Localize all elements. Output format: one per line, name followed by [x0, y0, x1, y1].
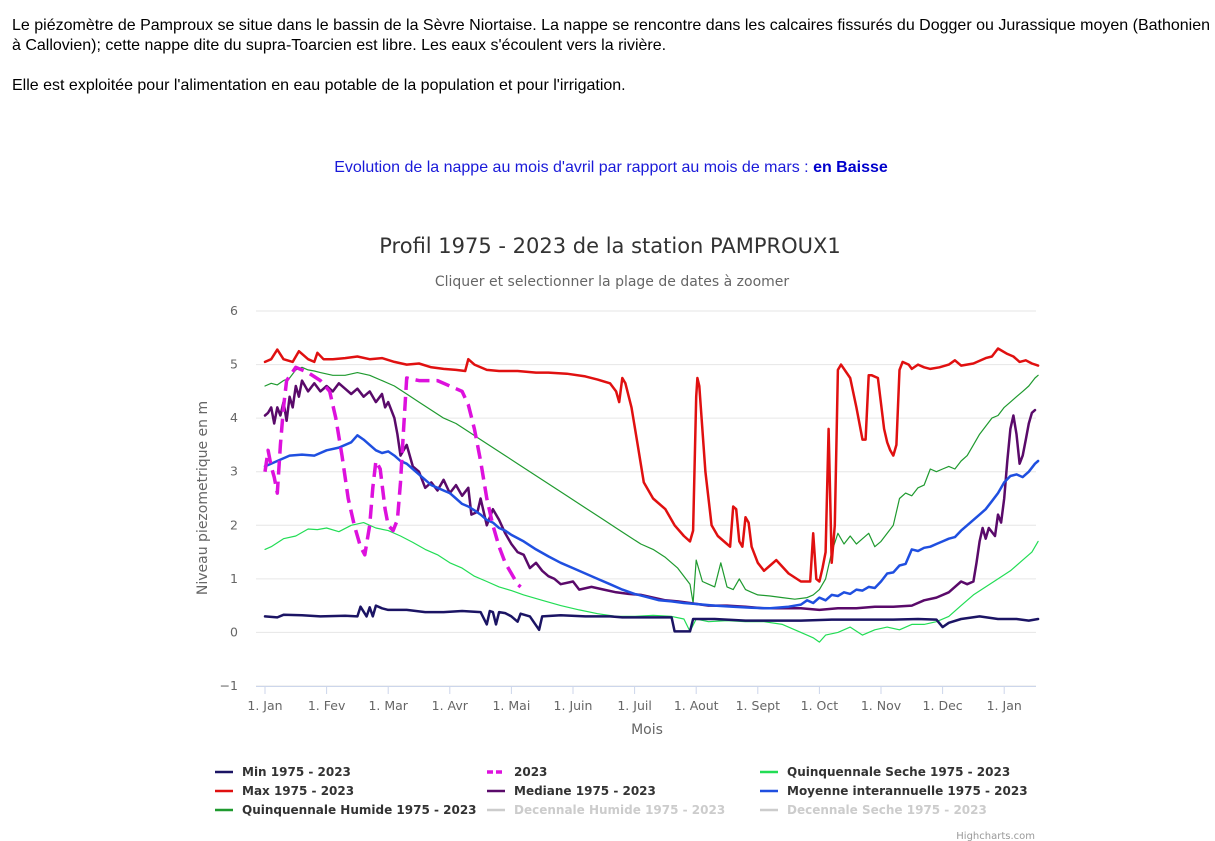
legend-label: Quinquennale Humide 1975 - 2023	[242, 803, 477, 817]
x-axis-labels: 1. Jan 1. Fev 1. Mar 1. Avr 1. Mai 1. Juin 1. …	[247, 698, 1021, 713]
legend-item[interactable]: Quinquennale Humide 1975 - 2023	[215, 803, 477, 817]
legend-item[interactable]: Max 1975 - 2023	[215, 784, 354, 798]
x-tick-label: 1. Avr	[432, 698, 469, 713]
y-tick-label: 6	[230, 303, 238, 318]
legend-item[interactable]: Quinquennale Seche 1975 - 2023	[760, 765, 1010, 779]
chart-subtitle: Cliquer et selectionner la plage de date…	[435, 274, 790, 290]
intro-paragraph-2: Elle est exploitée pour l'alimentation e…	[12, 77, 626, 94]
series-line	[263, 379, 1037, 612]
y-tick-label: 4	[230, 410, 238, 425]
series-line	[263, 434, 1040, 610]
evolution-status: en Baisse	[813, 159, 888, 176]
legend-item[interactable]: Decennale Humide 1975 - 2023	[487, 803, 725, 817]
x-tick-label: 1. Jan	[247, 698, 282, 713]
credits[interactable]: Highcharts.com	[956, 831, 1035, 841]
y-tick-label: 5	[230, 357, 238, 372]
y-tick-label: −1	[220, 678, 238, 693]
legend-item[interactable]: 2023	[487, 765, 547, 779]
x-tick-label: 1. Oct	[801, 698, 839, 713]
x-tick-label: 1. Sept	[736, 698, 780, 713]
legend-label: Decennale Humide 1975 - 2023	[514, 803, 725, 817]
legend-label: Min 1975 - 2023	[242, 765, 351, 779]
intro-paragraph-1: Le piézomètre de Pamproux se situe dans …	[12, 17, 1211, 54]
series-line	[263, 347, 1040, 583]
x-axis	[256, 686, 1036, 694]
legend-item[interactable]: Decennale Seche 1975 - 2023	[760, 803, 987, 817]
x-tick-label: 1. Fev	[308, 698, 346, 713]
x-axis-title: Mois	[631, 722, 663, 738]
series-lines	[263, 347, 1040, 643]
y-tick-label: 0	[230, 624, 238, 639]
legend-item[interactable]: Moyenne interannuelle 1975 - 2023	[760, 784, 1028, 798]
legend-label: Max 1975 - 2023	[242, 784, 354, 798]
legend-item[interactable]: Min 1975 - 2023	[215, 765, 351, 779]
series-line	[263, 604, 1040, 633]
legend-item[interactable]: Mediane 1975 - 2023	[487, 784, 656, 798]
x-tick-label: 1. Mai	[492, 698, 530, 713]
grid-lines	[256, 310, 1036, 687]
evolution-prefix: Evolution de la nappe au mois d'avril pa…	[334, 159, 814, 176]
x-tick-label: 1. Juil	[617, 698, 651, 713]
series-line	[263, 365, 522, 589]
x-tick-label: 1. Jan	[987, 698, 1022, 713]
y-tick-label: 1	[230, 571, 238, 586]
intro-text: Le piézomètre de Pamproux se situe dans …	[12, 16, 1212, 116]
y-tick-label: 3	[230, 464, 238, 479]
x-tick-label: 1. Aout	[674, 698, 719, 713]
x-tick-label: 1. Juin	[554, 698, 593, 713]
legend-label: Moyenne interannuelle 1975 - 2023	[787, 784, 1028, 798]
legend[interactable]: Min 1975 - 2023 2023 Quinquennale Seche 19…	[215, 765, 1028, 817]
legend-label: Mediane 1975 - 2023	[514, 784, 656, 798]
x-tick-label: 1. Nov	[861, 698, 902, 713]
y-tick-label: 2	[230, 517, 238, 532]
x-tick-label: 1. Dec	[923, 698, 963, 713]
legend-label: Quinquennale Seche 1975 - 2023	[787, 765, 1010, 779]
series-line	[264, 522, 1039, 643]
y-axis-labels: −1 0 1 2 3 4 5 6	[220, 303, 238, 693]
evolution-statement: Evolution de la nappe au mois d'avril pa…	[0, 159, 1215, 177]
series-line	[264, 366, 1039, 604]
legend-label: Decennale Seche 1975 - 2023	[787, 803, 987, 817]
x-tick-label: 1. Mar	[368, 698, 408, 713]
legend-label: 2023	[514, 765, 547, 779]
y-axis-title: Niveau piezometrique en m	[195, 401, 211, 595]
chart-title: Profil 1975 - 2023 de la station PAMPROU…	[379, 234, 841, 258]
